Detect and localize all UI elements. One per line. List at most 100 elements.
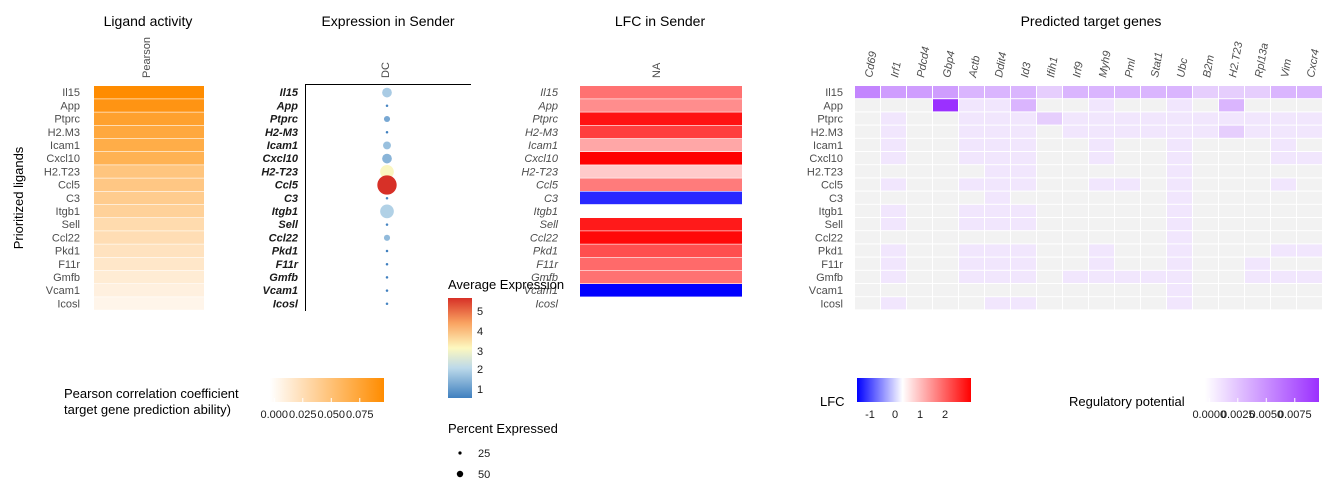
lfc-cell-C3 bbox=[580, 191, 742, 205]
activity-cell-Pkd1 bbox=[94, 244, 204, 257]
target-cell-Pkd1-Cxcr4 bbox=[1297, 244, 1322, 257]
target-cell-F11r-Pdcd4 bbox=[907, 257, 932, 270]
target-row-label: Itgb1 bbox=[819, 206, 843, 218]
activity-row-label: Itgb1 bbox=[56, 206, 80, 218]
legend-tick-label: 0.050 bbox=[318, 409, 346, 421]
target-cell-Icam1-Pdcd4 bbox=[907, 138, 932, 151]
target-cell-H2.T23-Myh9 bbox=[1089, 165, 1114, 178]
target-cell-Vcam1-Ubc bbox=[1167, 284, 1192, 297]
target-row-label: Vcam1 bbox=[809, 285, 843, 297]
target-cell-Cxcl10-Id3 bbox=[1011, 152, 1036, 165]
target-cell-Cxcl10-Vim bbox=[1271, 152, 1296, 165]
target-cell-Icam1-Ddit4 bbox=[985, 138, 1010, 151]
target-cell-Ptprc-H2.T23 bbox=[1219, 112, 1244, 125]
target-cell-App-Ubc bbox=[1167, 99, 1192, 112]
target-cell-Ccl22-H2.T23 bbox=[1219, 231, 1244, 244]
legend-tick-label: 0.0000 bbox=[1192, 409, 1226, 421]
target-cell-Gmfb-Pdcd4 bbox=[907, 270, 932, 283]
regulatory-legend-title: Regulatory potential bbox=[1069, 394, 1185, 409]
activity-column-label: Pearson bbox=[141, 37, 153, 78]
target-cell-Il15-Myh9 bbox=[1089, 86, 1114, 99]
target-cell-Il15-Rpl13a bbox=[1245, 86, 1270, 99]
target-cell-App-B2m bbox=[1193, 99, 1218, 112]
target-column-label: Rpl13a bbox=[1253, 42, 1271, 78]
target-cell-Icosl-Myh9 bbox=[1089, 297, 1114, 310]
target-cell-Vcam1-Gbp4 bbox=[933, 284, 958, 297]
target-column-label: Irf1 bbox=[889, 61, 904, 79]
activity-cell-Sell bbox=[94, 218, 204, 231]
target-cell-Cxcl10-H2.T23 bbox=[1219, 152, 1244, 165]
target-cell-Ccl5-Actb bbox=[959, 178, 984, 191]
target-cell-C3-Vim bbox=[1271, 191, 1296, 204]
lfc-cell-Pkd1 bbox=[580, 244, 742, 257]
target-cell-Ptprc-Irf9 bbox=[1063, 112, 1088, 125]
activity-cell-Ccl5 bbox=[94, 178, 204, 191]
target-cell-H2.T23-Stat1 bbox=[1141, 165, 1166, 178]
avg-legend-tick-label: 2 bbox=[477, 364, 483, 376]
target-cell-Gmfb-Irf1 bbox=[881, 270, 906, 283]
target-cell-Gmfb-Gbp4 bbox=[933, 270, 958, 283]
target-cell-Icam1-Stat1 bbox=[1141, 138, 1166, 151]
target-cell-App-Cd69 bbox=[855, 99, 880, 112]
target-cell-F11r-Ifih1 bbox=[1037, 257, 1062, 270]
target-cell-Gmfb-Vim bbox=[1271, 270, 1296, 283]
target-cell-C3-Cd69 bbox=[855, 191, 880, 204]
target-cell-Ccl5-Pdcd4 bbox=[907, 178, 932, 191]
target-cell-Pkd1-Pdcd4 bbox=[907, 244, 932, 257]
target-column-label: Stat1 bbox=[1149, 51, 1165, 78]
target-cell-Itgb1-Cxcr4 bbox=[1297, 204, 1322, 217]
target-cell-Cxcl10-Cxcr4 bbox=[1297, 152, 1322, 165]
target-cell-Gmfb-Cd69 bbox=[855, 270, 880, 283]
target-cell-App-Gbp4 bbox=[933, 99, 958, 112]
activity-row-label: Il15 bbox=[62, 87, 80, 99]
target-cell-Gmfb-Actb bbox=[959, 270, 984, 283]
target-row-label: Icam1 bbox=[813, 140, 843, 152]
target-cell-Icam1-Cxcr4 bbox=[1297, 138, 1322, 151]
target-cell-App-Pdcd4 bbox=[907, 99, 932, 112]
target-cell-Sell-Rpl13a bbox=[1245, 218, 1270, 231]
target-cell-Il15-B2m bbox=[1193, 86, 1218, 99]
target-cell-Icam1-Irf9 bbox=[1063, 138, 1088, 151]
pearson-legend-title-2: target gene prediction ability) bbox=[64, 402, 231, 417]
target-cell-F11r-Myh9 bbox=[1089, 257, 1114, 270]
target-cell-H2.T23-Ubc bbox=[1167, 165, 1192, 178]
target-cell-Ptprc-Ifih1 bbox=[1037, 112, 1062, 125]
target-cell-Vcam1-Rpl13a bbox=[1245, 284, 1270, 297]
target-cell-H2.T23-Rpl13a bbox=[1245, 165, 1270, 178]
lfc-legend-tick-label: 1 bbox=[917, 409, 923, 421]
target-cell-Itgb1-Irf9 bbox=[1063, 204, 1088, 217]
lfc-legend-tick-label: -1 bbox=[865, 409, 875, 421]
lfc-row-label: Pkd1 bbox=[533, 246, 558, 258]
target-cell-Ccl5-Irf1 bbox=[881, 178, 906, 191]
target-cell-Ptprc-Cxcr4 bbox=[1297, 112, 1322, 125]
legend-tick-label: 0.0075 bbox=[1278, 409, 1312, 421]
target-cell-H2.T23-Pml bbox=[1115, 165, 1140, 178]
target-cell-Icam1-H2.T23 bbox=[1219, 138, 1244, 151]
target-row-label: Icosl bbox=[820, 298, 843, 310]
expression-dot-Ccl22 bbox=[383, 234, 391, 241]
activity-row-label: C3 bbox=[66, 193, 80, 205]
target-cell-App-Irf1 bbox=[881, 99, 906, 112]
target-cell-H2.M3-H2.T23 bbox=[1219, 125, 1244, 138]
lfc-row-label: H2-T23 bbox=[521, 166, 559, 178]
activity-cell-C3 bbox=[94, 191, 204, 205]
target-cell-Vcam1-H2.T23 bbox=[1219, 284, 1244, 297]
activity-cell-Il15 bbox=[94, 86, 204, 99]
expression-dot-Icosl bbox=[385, 302, 389, 306]
target-cell-Il15-Stat1 bbox=[1141, 86, 1166, 99]
target-cell-C3-Ubc bbox=[1167, 191, 1192, 204]
target-cell-F11r-Ubc bbox=[1167, 257, 1192, 270]
target-cell-F11r-H2.T23 bbox=[1219, 257, 1244, 270]
target-column-label: Pdcd4 bbox=[915, 46, 932, 79]
target-cell-H2.M3-Pml bbox=[1115, 125, 1140, 138]
target-column-label: Pml bbox=[1123, 57, 1138, 78]
target-cell-Ccl5-Irf9 bbox=[1063, 178, 1088, 191]
target-cell-Ccl22-B2m bbox=[1193, 231, 1218, 244]
expression-row-label: Sell bbox=[278, 219, 299, 231]
expression-dot-Cxcl10 bbox=[382, 153, 392, 164]
legend-tick-label: 0.0050 bbox=[1249, 409, 1283, 421]
target-cell-F11r-Vim bbox=[1271, 257, 1296, 270]
target-cell-Gmfb-Ubc bbox=[1167, 270, 1192, 283]
lfc-row-label: Il15 bbox=[540, 87, 559, 99]
expression-dot-Ptprc bbox=[383, 115, 391, 123]
